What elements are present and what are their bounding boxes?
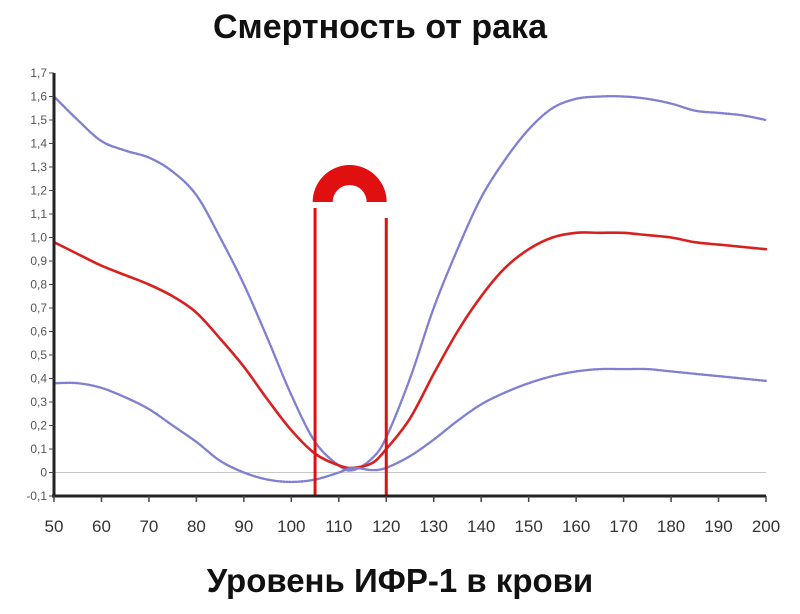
x-tick-label: 80 [187, 517, 206, 536]
lower-bound-line [52, 367, 768, 484]
y-tick-label: 0,2 [30, 419, 47, 433]
y-tick-label: 0,7 [30, 301, 47, 315]
y-tick-label: 1,3 [30, 160, 47, 174]
x-axis-label: Уровень ИФР-1 в крови [206, 562, 594, 599]
x-tick-label: 60 [92, 517, 111, 536]
x-tick-label: 100 [277, 517, 305, 536]
y-tick-label: 0,8 [30, 278, 47, 292]
y-tick-label: 0,9 [30, 254, 47, 268]
y-tick-label: 1,6 [30, 90, 47, 104]
x-tick-label: 180 [657, 517, 685, 536]
x-tick-label: 110 [325, 517, 352, 536]
y-tick-label: 1,2 [30, 184, 47, 198]
x-tick-label: 170 [609, 517, 637, 536]
y-tick-label: 0 [40, 466, 47, 480]
x-tick-label: 70 [139, 517, 158, 536]
range-arch-marker [312, 165, 387, 202]
y-tick-label: 0,4 [30, 372, 47, 386]
y-tick-label: 1,7 [30, 66, 47, 80]
x-tick-label: 200 [752, 517, 780, 536]
upper-bound-line [52, 95, 768, 472]
plot-area [54, 73, 766, 494]
chart-title: Смертность от рака [213, 8, 547, 46]
x-tick-label: 50 [45, 517, 64, 536]
y-tick-label: 0,3 [30, 395, 47, 409]
x-tick-label: 160 [562, 517, 590, 536]
y-tick-label: 0,5 [30, 348, 47, 362]
y-tick-label: 1,4 [30, 137, 47, 151]
y-tick-label: 0,6 [30, 325, 47, 339]
x-tick-label: 140 [467, 517, 495, 536]
x-tick-label: 150 [514, 517, 542, 536]
y-tick-label: 1,5 [30, 113, 47, 127]
x-tick-label: 90 [234, 517, 253, 536]
mortality-line [52, 231, 768, 470]
y-tick-label: 1,1 [30, 207, 47, 221]
y-tick-label: -0,1 [26, 489, 47, 503]
x-tick-label: 120 [372, 517, 400, 536]
y-tick-label: 1,0 [30, 231, 47, 245]
y-tick-label: 0,1 [30, 442, 47, 456]
x-tick-label: 130 [420, 517, 448, 536]
x-tick-label: 190 [704, 517, 732, 536]
